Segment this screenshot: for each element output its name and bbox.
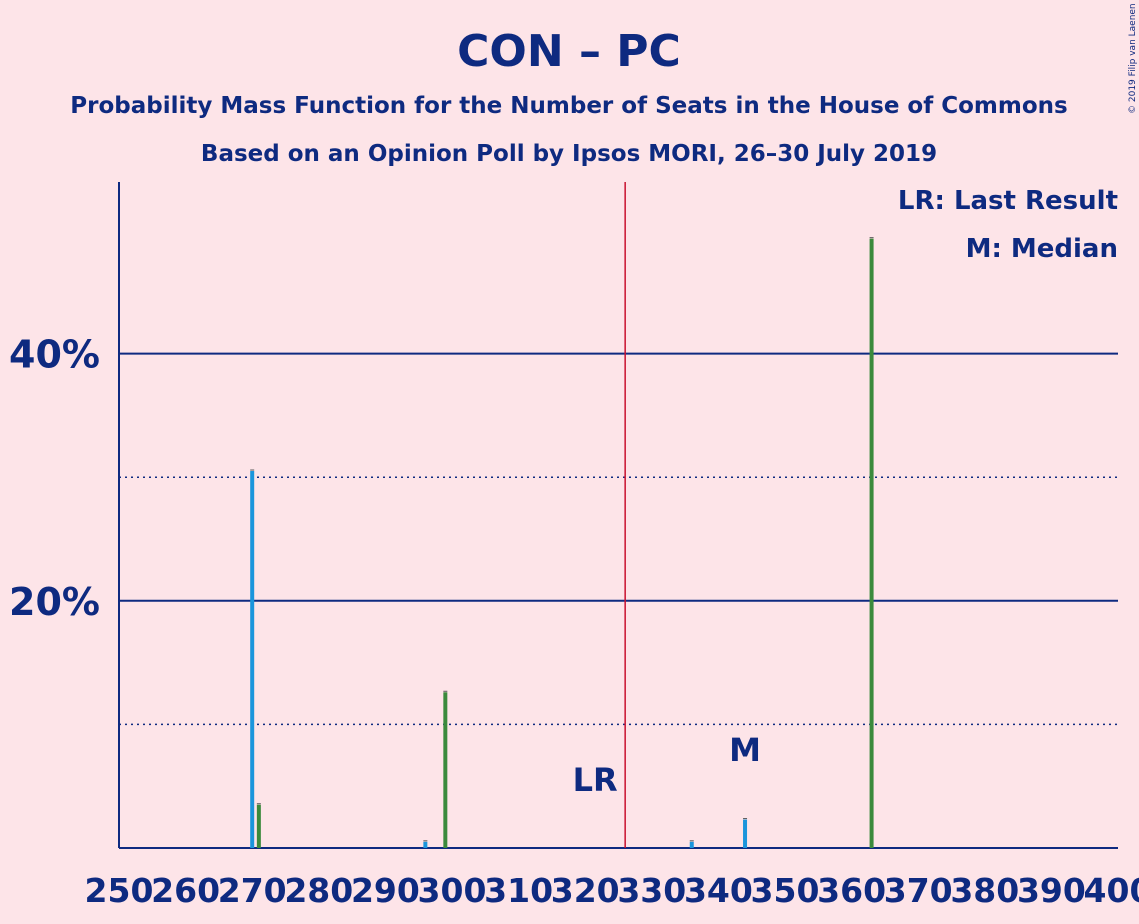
y-tick-label: 20% (9, 580, 100, 624)
last-result-label: LR (573, 761, 618, 799)
x-tick-label: 350 (751, 871, 820, 910)
x-tick-label: 290 (351, 871, 420, 910)
bar-blue-296 (423, 841, 428, 848)
x-tick-label: 340 (684, 871, 753, 910)
y-tick-labels: 20% 40% (9, 333, 100, 624)
axes (118, 182, 1118, 849)
copyright: © 2019 Filip van Laenen (1128, 3, 1138, 114)
chart-subtitle-2: Based on an Opinion Poll by Ipsos MORI, … (201, 141, 937, 167)
chart-subtitle: Probability Mass Function for the Number… (70, 93, 1067, 119)
bars (250, 237, 874, 849)
x-tick-label: 260 (151, 871, 220, 910)
x-tick-labels: 2502602702802903003103203303403503603703… (85, 871, 1139, 910)
grid-lines (119, 352, 1118, 726)
x-tick-label: 280 (284, 871, 353, 910)
x-tick-label: 390 (1017, 871, 1086, 910)
x-tick-label: 330 (617, 871, 686, 910)
median-label: M (729, 731, 761, 769)
x-tick-label: 380 (950, 871, 1019, 910)
legend-median: M: Median (966, 234, 1118, 264)
x-tick-label: 250 (85, 871, 154, 910)
x-tick-label: 360 (817, 871, 886, 910)
x-tick-label: 320 (551, 871, 620, 910)
legend-last-result: LR: Last Result (898, 186, 1118, 216)
bar-green-363 (869, 238, 874, 849)
bar-green-299 (443, 692, 448, 848)
bar-blue-270 (250, 471, 255, 848)
bar-green-271 (256, 804, 261, 848)
x-tick-label: 370 (884, 871, 953, 910)
y-tick-label: 40% (9, 333, 100, 377)
chart-title: CON – PC (457, 26, 681, 77)
x-tick-label: 400 (1084, 871, 1139, 910)
bar-blue-336 (689, 841, 694, 848)
bar-blue-344 (743, 819, 748, 848)
x-tick-label: 310 (484, 871, 553, 910)
markers: LR M (573, 182, 761, 848)
x-tick-label: 300 (418, 871, 487, 910)
x-tick-label: 270 (218, 871, 287, 910)
